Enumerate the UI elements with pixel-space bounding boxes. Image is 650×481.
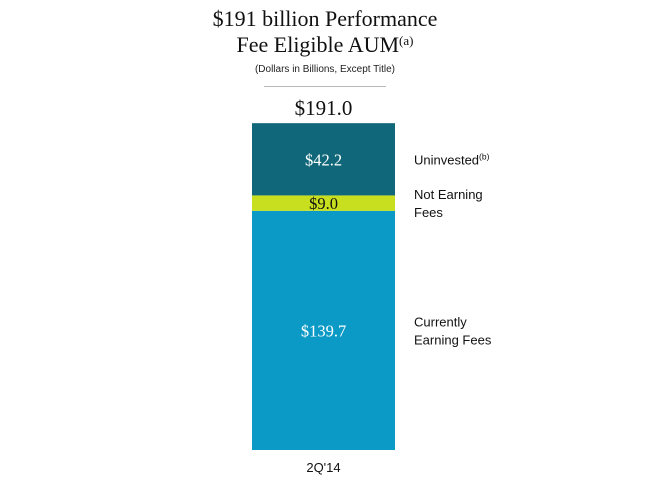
legend-label-not-earning-fees-line-1: Not Earning [414,187,483,202]
chart-title-line-1: $191 billion Performance [212,6,438,31]
legend-label-not-earning-fees-line-2: Fees [414,205,443,220]
data-label-not-earning-fees: $9.0 [309,194,338,213]
bar-segment-not-earning-fees [252,195,395,211]
legend-label-uninvested: Uninvested(b) [414,151,490,167]
chart-title: $191 billion Performance Fee Eligible AU… [0,6,650,58]
legend-label-currently-earning-fees-line-2: Earning Fees [414,332,492,347]
category-label: 2Q'14 [306,460,340,475]
bar-segment-currently-earning-fees [252,210,395,450]
chart-title-line-2: Fee Eligible AUM(a) [0,32,650,58]
chart-title-line-2-text: Fee Eligible AUM [236,32,400,57]
title-footnote-marker: (a) [399,33,414,48]
data-label-uninvested: $42.2 [305,150,342,169]
data-label-currently-earning-fees: $139.7 [301,321,346,340]
total-label: $191.0 [295,96,353,120]
bar-segment-uninvested [252,123,395,196]
legend-label-currently-earning-fees-line-1: Currently [414,314,467,329]
chart-subtitle: (Dollars in Billions, Except Title) [254,64,396,75]
legend-footnote-marker: (b) [479,151,490,161]
subtitle-divider [264,86,386,87]
